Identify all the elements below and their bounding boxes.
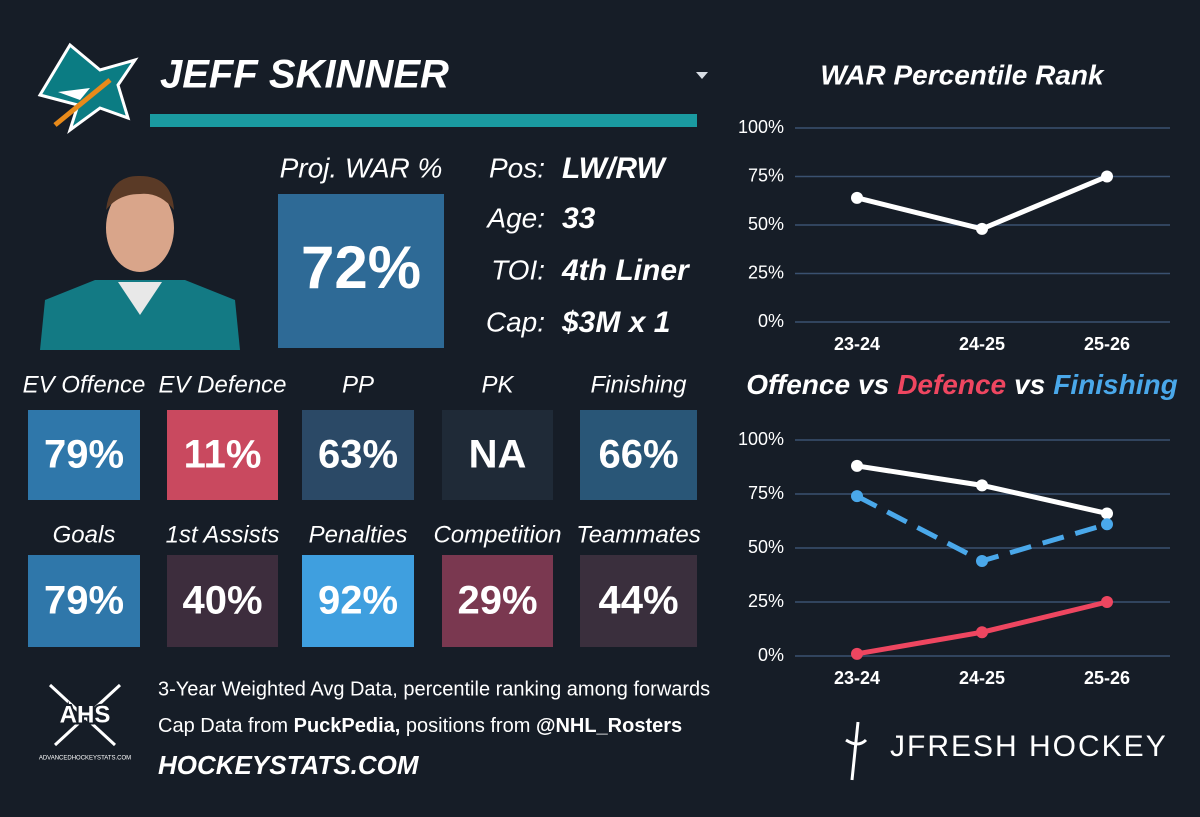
tile-value: NA bbox=[469, 433, 527, 477]
y-tick-label: 50% bbox=[748, 537, 784, 557]
team-logo bbox=[37, 42, 139, 134]
tile-value: 11% bbox=[184, 433, 262, 477]
tile-label: Teammates bbox=[576, 521, 701, 548]
tile-value: 66% bbox=[598, 433, 678, 477]
tile bbox=[28, 410, 140, 500]
info-label: Cap: bbox=[486, 306, 545, 337]
proj-war-box bbox=[278, 194, 444, 348]
y-tick-label: 25% bbox=[748, 262, 784, 282]
series-point bbox=[851, 647, 863, 660]
x-tick-label: 23-24 bbox=[834, 668, 880, 688]
footer-part: PuckPedia, bbox=[294, 715, 401, 737]
series-point bbox=[1101, 518, 1113, 531]
tile-label: EV Offence bbox=[23, 371, 146, 398]
y-tick-label: 0% bbox=[758, 645, 784, 665]
series-point bbox=[851, 490, 863, 503]
x-tick-label: 25-26 bbox=[1084, 668, 1130, 688]
series-point bbox=[976, 222, 988, 235]
tile-label: PK bbox=[481, 371, 514, 398]
tile-value: 40% bbox=[182, 579, 262, 623]
title-separator: vs bbox=[858, 369, 889, 400]
tile-value: 63% bbox=[318, 433, 398, 477]
name-underline bbox=[150, 114, 697, 127]
chart-title: WAR Percentile Rank bbox=[820, 59, 1105, 90]
tile-value: 79% bbox=[44, 579, 124, 623]
title-series: Defence bbox=[897, 369, 1006, 400]
tile-value: 44% bbox=[598, 579, 678, 623]
chart-title: Offence vs Defence vs Finishing bbox=[746, 369, 1177, 400]
tile-label: Goals bbox=[53, 521, 116, 548]
tile bbox=[580, 410, 697, 500]
info-value: $3M x 1 bbox=[561, 306, 670, 339]
y-tick-label: 75% bbox=[748, 165, 784, 185]
proj-war-label: Proj. WAR % bbox=[280, 152, 443, 183]
brand-name: JFRESH HOCKEY bbox=[890, 730, 1168, 763]
series-point bbox=[976, 554, 988, 567]
series-point bbox=[1101, 507, 1113, 520]
x-tick-label: 24-25 bbox=[959, 668, 1005, 688]
title-separator: vs bbox=[1014, 369, 1045, 400]
x-tick-label: 25-26 bbox=[1084, 334, 1130, 354]
tile bbox=[302, 410, 414, 500]
y-tick-label: 0% bbox=[758, 311, 784, 331]
footer-line2: Cap Data from PuckPedia, positions from … bbox=[158, 715, 682, 737]
tile bbox=[442, 410, 553, 500]
footer-part: Cap Data from bbox=[158, 715, 294, 737]
ahs-logo bbox=[48, 683, 122, 747]
y-tick-label: 25% bbox=[748, 591, 784, 611]
tile bbox=[580, 555, 697, 647]
tile-label: EV Defence bbox=[158, 371, 286, 398]
y-tick-label: 75% bbox=[748, 483, 784, 503]
footer-part: @NHL_Rosters bbox=[536, 715, 682, 737]
tile-value: 29% bbox=[457, 579, 537, 623]
series-point bbox=[976, 626, 988, 639]
tile-value: 79% bbox=[44, 433, 124, 477]
dropdown-icon[interactable] bbox=[696, 72, 708, 79]
brand-logo bbox=[845, 721, 868, 781]
y-tick-label: 100% bbox=[738, 117, 784, 137]
info-value: 4th Liner bbox=[561, 254, 691, 287]
tile bbox=[302, 555, 414, 647]
info-value: 33 bbox=[562, 202, 596, 235]
ahs-text: AHS bbox=[60, 701, 111, 728]
y-tick-label: 100% bbox=[738, 429, 784, 449]
proj-war-value: 72% bbox=[301, 234, 421, 301]
info-label: Age: bbox=[485, 202, 545, 233]
series-point bbox=[976, 479, 988, 492]
tile-label: Finishing bbox=[590, 371, 687, 398]
series-point bbox=[1101, 170, 1113, 183]
info-label: Pos: bbox=[489, 152, 545, 183]
tile-label: 1st Assists bbox=[166, 521, 280, 548]
footer-site: HOCKEYSTATS.COM bbox=[158, 750, 420, 780]
x-tick-label: 24-25 bbox=[959, 334, 1005, 354]
series-point bbox=[851, 459, 863, 472]
series-point bbox=[1101, 596, 1113, 608]
info-label: TOI: bbox=[491, 254, 545, 285]
tile bbox=[167, 555, 278, 647]
info-value: LW/RW bbox=[562, 152, 667, 185]
title-series: Offence bbox=[746, 369, 850, 400]
x-tick-label: 23-24 bbox=[834, 334, 880, 354]
player-name: JEFF SKINNER bbox=[160, 53, 449, 97]
ahs-sub: ADVANCEDHOCKEYSTATS.COM bbox=[39, 756, 131, 762]
tile bbox=[28, 555, 140, 647]
title-series: Finishing bbox=[1053, 369, 1177, 400]
tile bbox=[442, 555, 553, 647]
tile-label: Competition bbox=[433, 521, 561, 548]
tile bbox=[167, 410, 278, 500]
y-tick-label: 50% bbox=[748, 214, 784, 234]
tile-label: PP bbox=[342, 371, 374, 398]
tile-value: 92% bbox=[318, 579, 398, 623]
series-point bbox=[851, 191, 863, 204]
player-photo bbox=[40, 168, 240, 350]
footer-line1: 3-Year Weighted Avg Data, percentile ran… bbox=[158, 678, 710, 700]
footer-part: positions from bbox=[400, 715, 536, 737]
tile-label: Penalties bbox=[309, 521, 408, 548]
